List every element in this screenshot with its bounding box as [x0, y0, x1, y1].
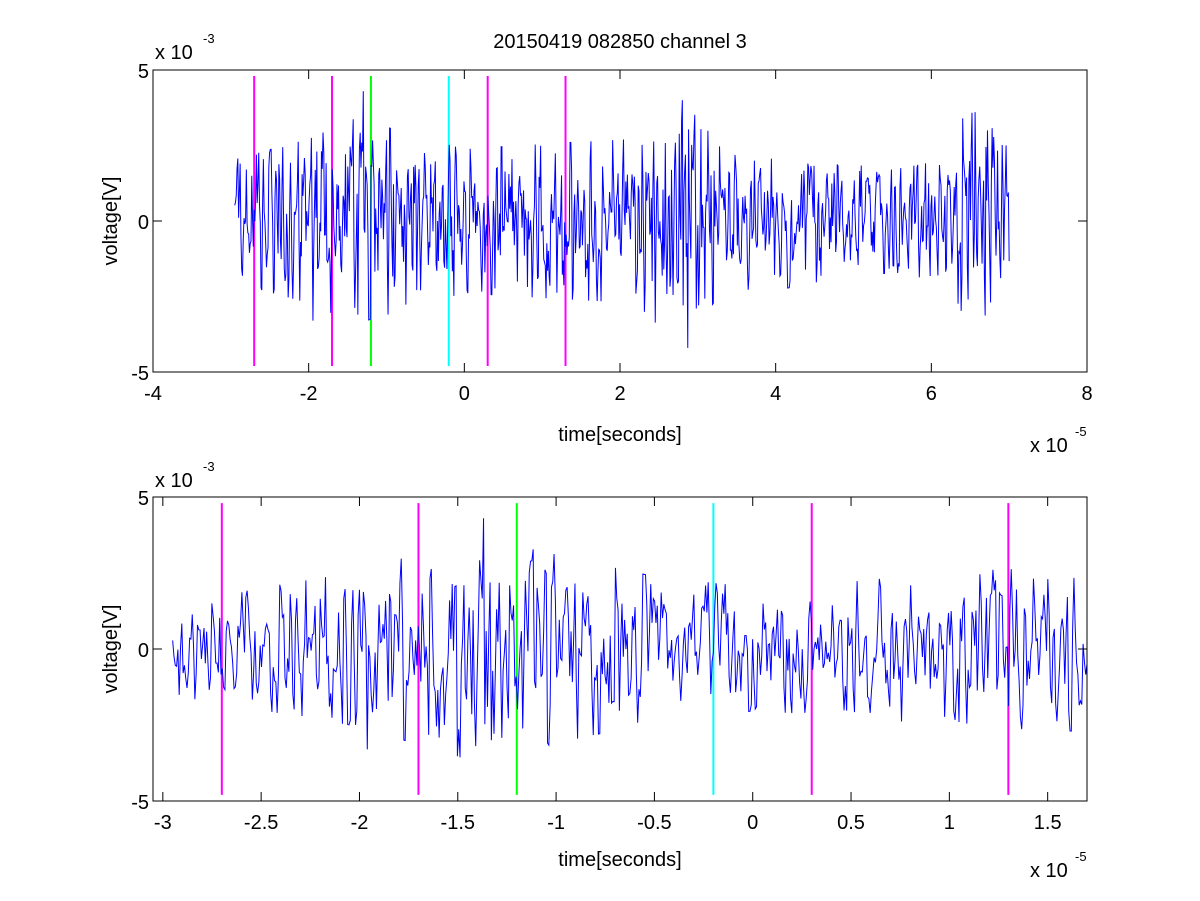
- top-x-tick-label: 4: [770, 383, 781, 405]
- bottom-x-axis-label: time[seconds]: [558, 849, 681, 871]
- top-x-tick-label: 6: [926, 383, 937, 405]
- top-plot: -4 -2 0 2 4 6 8 -5 0 5 x 10 -3 time[seconds] vol…: [100, 31, 1093, 457]
- top-x-exponent-base: x 10: [1030, 435, 1068, 457]
- bottom-plot-y-ticks: -5 0 5: [131, 488, 1087, 814]
- bottom-x-tick-label: -3: [154, 812, 172, 834]
- top-voltage-trace: [234, 91, 1010, 348]
- bottom-x-tick-label: -1: [547, 812, 565, 834]
- top-y-axis-label: voltage[V]: [100, 177, 122, 266]
- bottom-plot: -3 -2.5 -2 -1.5 -1 -0.5 0 0.5 1 1.5 -5 0 5 x 10 -3 …: [100, 459, 1088, 882]
- bottom-x-exponent-base: x 10: [1030, 860, 1068, 882]
- top-x-tick-label: 8: [1081, 383, 1092, 405]
- top-y-exponent-power: -3: [203, 31, 215, 46]
- bottom-y-tick-label: 0: [138, 640, 149, 662]
- bottom-y-tick-label: -5: [131, 792, 149, 814]
- bottom-x-tick-label: -2: [351, 812, 369, 834]
- bottom-plot-x-ticks: -3 -2.5 -2 -1.5 -1 -0.5 0 0.5 1 1.5: [154, 497, 1062, 834]
- bottom-x-tick-label: -2.5: [244, 812, 278, 834]
- bottom-y-axis-label: voltage[V]: [100, 605, 122, 694]
- bottom-x-tick-label: 0.5: [837, 812, 865, 834]
- bottom-x-exponent-power: -5: [1075, 849, 1087, 864]
- top-y-tick-label: 0: [138, 212, 149, 234]
- top-plot-y-ticks: -5 0 5: [131, 61, 1087, 385]
- bottom-y-tick-label: 5: [138, 488, 149, 510]
- top-x-tick-label: 0: [459, 383, 470, 405]
- top-plot-x-ticks: -4 -2 0 2 4 6 8: [144, 70, 1093, 405]
- top-y-tick-label: -5: [131, 363, 149, 385]
- bottom-x-tick-label: -1.5: [441, 812, 475, 834]
- top-plot-series: [234, 91, 1010, 348]
- top-x-tick-label: 2: [614, 383, 625, 405]
- top-x-tick-label: -4: [144, 383, 162, 405]
- figure-title: 20150419 082850 channel 3: [493, 31, 747, 53]
- top-y-tick-label: 5: [138, 61, 149, 83]
- bottom-voltage-trace: [172, 518, 1088, 758]
- bottom-x-tick-label: 1: [944, 812, 955, 834]
- bottom-plot-series: [172, 518, 1088, 758]
- top-x-exponent-power: -5: [1075, 424, 1087, 439]
- top-y-exponent-base: x 10: [155, 42, 193, 64]
- bottom-x-tick-label: 1.5: [1034, 812, 1062, 834]
- bottom-y-exponent-base: x 10: [155, 470, 193, 492]
- bottom-x-tick-label: 0: [747, 812, 758, 834]
- bottom-y-exponent-power: -3: [203, 459, 215, 474]
- top-x-axis-label: time[seconds]: [558, 424, 681, 446]
- top-x-tick-label: -2: [300, 383, 318, 405]
- bottom-x-tick-label: -0.5: [637, 812, 671, 834]
